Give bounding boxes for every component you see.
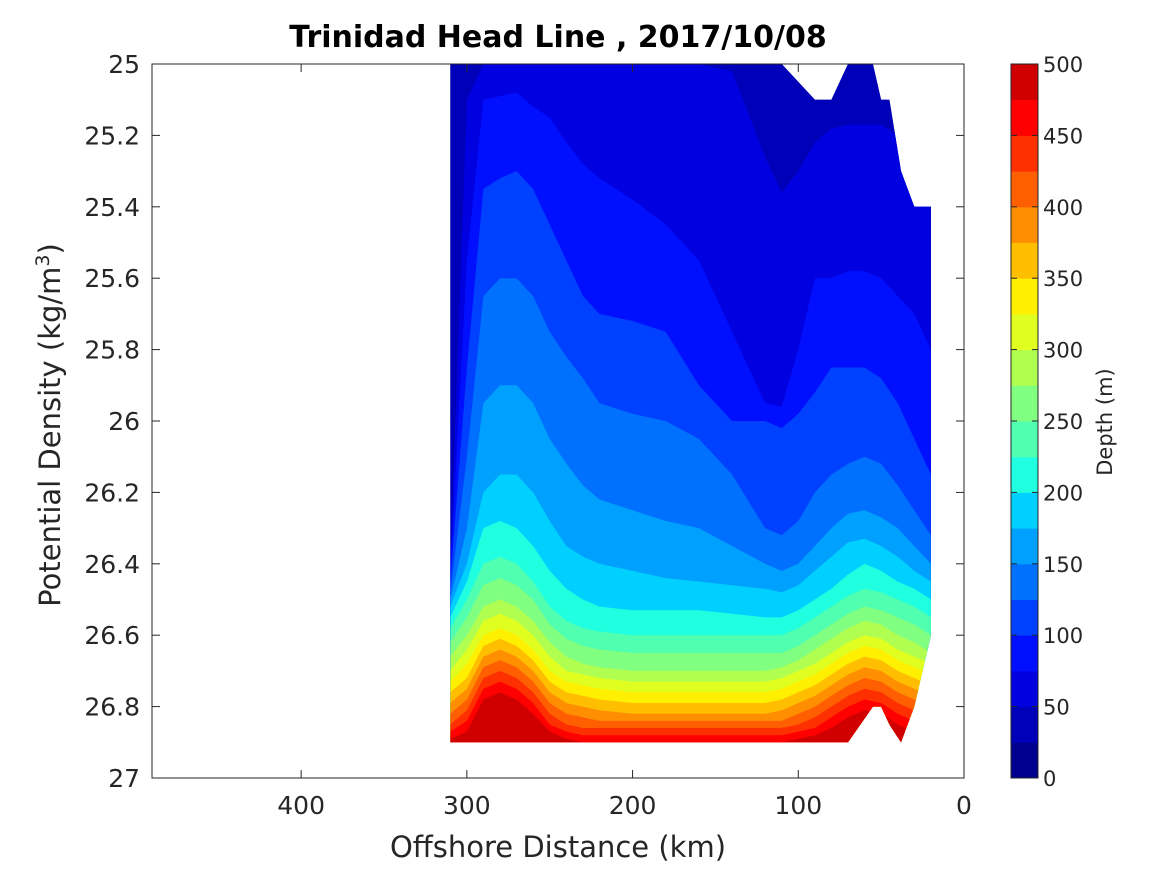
colorbar-tick-label: 450 — [1043, 124, 1083, 148]
y-tick-label: 26 — [108, 407, 140, 436]
contour-fill-layer — [450, 64, 931, 743]
colorbar-segment — [1011, 421, 1038, 458]
colorbar-segment — [1011, 599, 1038, 636]
y-axis-label-close: ) — [33, 243, 67, 254]
x-axis-label: Offshore Distance (km) — [390, 830, 726, 864]
x-tick-label: 200 — [609, 791, 657, 820]
colorbar-segment — [1011, 670, 1038, 708]
colorbar-segment — [1011, 242, 1038, 279]
colorbar-segment — [1011, 492, 1038, 529]
colorbar-tick-label: 350 — [1043, 267, 1083, 291]
colorbar-tick-label: 150 — [1043, 553, 1083, 577]
colorbar-tick-label: 400 — [1043, 196, 1083, 220]
y-tick-label: 25.6 — [84, 264, 140, 293]
y-tick-label: 26.4 — [84, 550, 140, 579]
x-tick-label: 0 — [956, 791, 972, 820]
colorbar-label: Depth (m) — [1093, 368, 1117, 475]
colorbar-segment — [1011, 385, 1038, 422]
y-tick-label: 26.2 — [84, 478, 140, 507]
colorbar: 0 50 100 150 200 250 300 350 400 450 500 — [1010, 53, 1083, 791]
colorbar-tick-label: 300 — [1043, 339, 1083, 363]
colorbar-segment — [1011, 99, 1038, 136]
colorbar-segment — [1011, 349, 1038, 386]
colorbar-tick-label: 200 — [1043, 481, 1083, 505]
colorbar-segment — [1011, 635, 1038, 672]
x-tick-label: 100 — [774, 791, 822, 820]
y-tick-label: 25 — [108, 50, 140, 79]
colorbar-segment — [1011, 64, 1038, 101]
colorbar-tick-label: 100 — [1043, 624, 1083, 648]
y-axis-label: Potential Density (kg/m3) — [32, 243, 67, 607]
depth-band-400 — [450, 660, 931, 743]
chart-title: Trinidad Head Line , 2017/10/08 — [289, 20, 826, 55]
colorbar-segment — [1011, 313, 1038, 351]
y-axis-label-superscript: 3 — [32, 254, 54, 266]
y-tick-label: 26.6 — [84, 621, 140, 650]
y-tick-label: 26.8 — [84, 693, 140, 722]
colorbar-segment — [1011, 563, 1038, 600]
colorbar-tick-label: 500 — [1043, 53, 1083, 77]
y-tick-label: 25.8 — [84, 336, 140, 365]
colorbar-segment — [1011, 456, 1038, 493]
colorbar-segment — [1011, 171, 1038, 208]
colorbar-segment — [1011, 706, 1038, 743]
colorbar-segment — [1011, 528, 1038, 565]
y-tick-label: 27 — [108, 764, 140, 793]
colorbar-segment — [1011, 742, 1038, 779]
y-axis-label-main: Potential Density (kg/m — [33, 267, 67, 607]
colorbar-segment — [1011, 278, 1038, 315]
colorbar-segment — [1011, 206, 1038, 243]
colorbar-tick-label: 50 — [1043, 696, 1070, 720]
x-tick-label: 300 — [443, 791, 491, 820]
y-tick-label: 25.2 — [84, 121, 140, 150]
y-axis: 25 25.2 25.4 25.6 25.8 26 26.2 26.4 26.6 26.8 27 — [84, 50, 964, 793]
x-tick-label: 400 — [277, 791, 325, 820]
depth-band-350 — [450, 638, 931, 743]
colorbar-segment — [1011, 135, 1038, 172]
y-tick-label: 25.4 — [84, 193, 140, 222]
colorbar-tick-label: 0 — [1043, 767, 1056, 791]
colorbar-tick-label: 250 — [1043, 410, 1083, 434]
x-axis: 400 300 200 100 0 — [277, 64, 972, 820]
depth-band-375 — [450, 649, 931, 743]
